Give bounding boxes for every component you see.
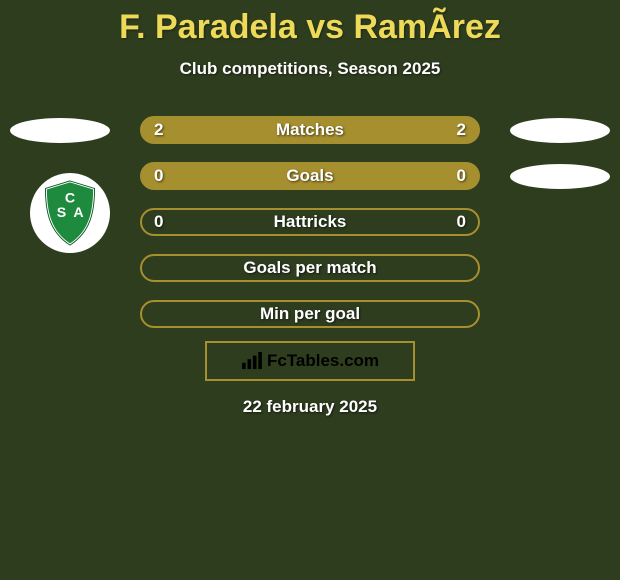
stat-label: Goals per match [243, 258, 376, 278]
stats-list: 2 Matches 2 0 Goals 0 C S [0, 107, 620, 337]
stat-bar: 2 Matches 2 [140, 116, 480, 144]
shield-icon: C S A [41, 179, 99, 247]
stat-bar: 0 Hattricks 0 [140, 208, 480, 236]
stat-left-value: 0 [154, 212, 163, 232]
club-badge-left: C S A [30, 173, 110, 253]
stat-right-value: 0 [457, 212, 466, 232]
stat-row: C S A 0 Hattricks 0 [0, 199, 620, 245]
stat-label: Min per goal [260, 304, 360, 324]
right-marker [510, 164, 610, 189]
comparison-card: F. Paradela vs RamÃ­rez Club competition… [0, 0, 620, 417]
stat-row: Min per goal [0, 291, 620, 337]
stat-label: Hattricks [274, 212, 347, 232]
brand-label: FcTables.com [241, 351, 379, 371]
stat-bar: Min per goal [140, 300, 480, 328]
brand-text: FcTables.com [267, 351, 379, 371]
title: F. Paradela vs RamÃ­rez [0, 8, 620, 47]
left-marker [10, 118, 110, 143]
right-marker [510, 118, 610, 143]
stat-label: Matches [276, 120, 344, 140]
stat-right-value: 0 [457, 166, 466, 186]
svg-text:A: A [73, 205, 83, 221]
stat-left-value: 0 [154, 166, 163, 186]
subtitle: Club competitions, Season 2025 [0, 59, 620, 79]
stat-right-value: 2 [457, 120, 466, 140]
stat-left-value: 2 [154, 120, 163, 140]
stat-bar: 0 Goals 0 [140, 162, 480, 190]
stat-label: Goals [286, 166, 333, 186]
stat-bar: Goals per match [140, 254, 480, 282]
stat-row: 2 Matches 2 [0, 107, 620, 153]
brand-box: FcTables.com [205, 341, 415, 381]
svg-text:S: S [57, 205, 66, 221]
stat-row: Goals per match [0, 245, 620, 291]
barchart-icon [241, 352, 263, 370]
date-text: 22 february 2025 [0, 397, 620, 417]
